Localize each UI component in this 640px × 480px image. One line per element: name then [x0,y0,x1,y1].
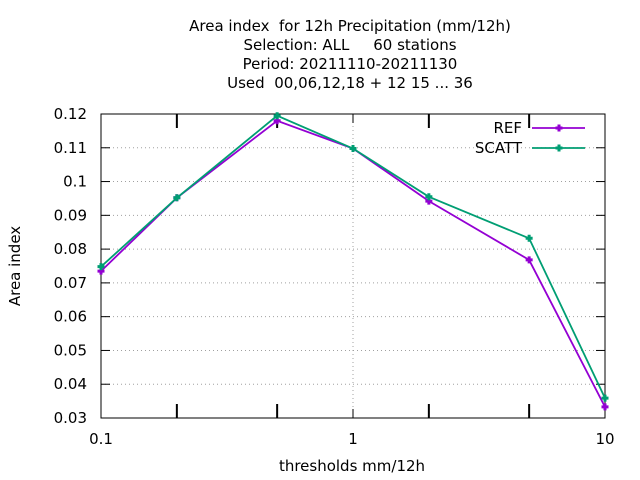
chart-title: Area index for 12h Precipitation (mm/12h… [0,17,640,93]
x-tick-label: 10 [595,430,614,448]
series [97,112,609,411]
y-tick-label: 0.08 [54,240,87,258]
y-axis-label: Area index [6,226,24,306]
data-point-scatt [273,112,281,120]
title-line-1: Area index for 12h Precipitation (mm/12h… [189,17,511,35]
y-tick-label: 0.04 [54,375,87,393]
series-line-ref [100,119,606,408]
grid [101,114,605,418]
x-tick-label: 0.1 [89,430,113,448]
title-line-3: Period: 20211110-20211130 [242,55,458,73]
y-tick-label: 0.1 [63,173,87,191]
legend-label-scatt: SCATT [475,139,523,157]
data-point-scatt [601,394,609,402]
y-tick-label: 0.06 [54,308,87,326]
y-tick-label: 0.05 [54,341,87,359]
data-point-ref [601,403,609,411]
y-tick-label: 0.12 [54,105,87,123]
axes: 0.030.040.050.060.070.080.090.10.110.120… [54,105,615,448]
data-point-scatt [173,194,181,202]
y-tick-label: 0.11 [54,139,87,157]
y-tick-label: 0.03 [54,409,87,427]
data-point-scatt [525,234,533,242]
y-tick-label: 0.07 [54,274,87,292]
y-tick-label: 0.09 [54,206,87,224]
title-line-2: Selection: ALL 60 stations [243,36,457,54]
x-tick-label: 1 [348,430,358,448]
legend-label-ref: REF [493,119,522,137]
x-axis-label: thresholds mm/12h [279,457,425,475]
data-point-scatt [349,144,357,152]
data-point-scatt [425,193,433,201]
legend: REF SCATT [475,119,585,157]
title-line-4: Used 00,06,12,18 + 12 15 ... 36 [227,74,473,92]
data-point-ref [525,256,533,264]
data-point-scatt [97,263,105,271]
legend-marker-scatt [555,144,563,152]
legend-marker-ref [555,124,563,132]
